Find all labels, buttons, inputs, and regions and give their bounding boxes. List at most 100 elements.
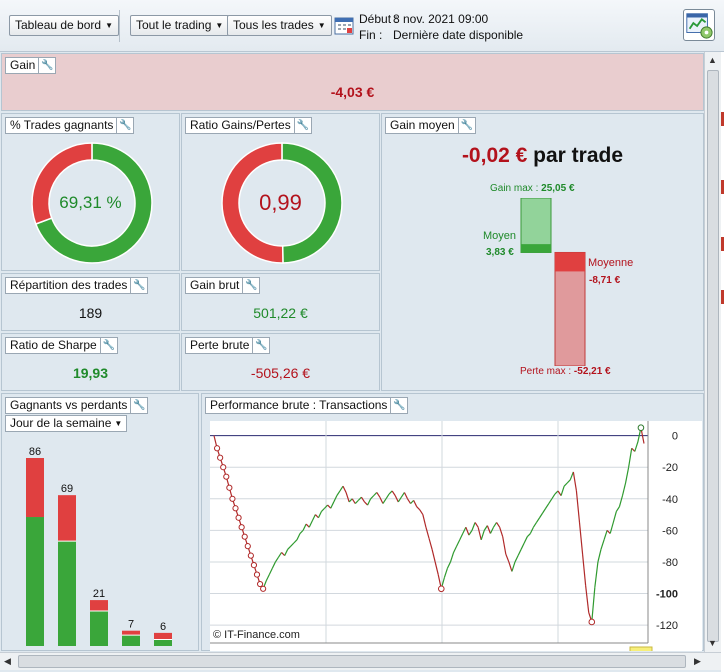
series-segment [290,542,295,547]
trade-distribution-title: Répartition des trades 🔧 [5,277,149,294]
max-gain-bar [520,198,552,253]
performance-title-text: Performance brute : Transactions [210,398,388,412]
trading-filter-dropdown[interactable]: Tout le trading ▼ [130,15,230,36]
series-segment [560,485,565,496]
loss-bar [26,458,44,518]
average-gain-headline: -0,02 € par trade [382,144,703,168]
win-rate-panel: % Trades gagnants 🔧 69,31 % [1,113,180,271]
calendar-icon[interactable] [334,15,354,35]
vertical-scroll-thumb[interactable] [707,70,719,642]
bar-total-label: 6 [160,621,166,633]
win-bar [122,635,140,646]
series-segment [545,503,550,509]
horizontal-scrollbar[interactable]: ◀ ▶ [0,652,721,670]
wrench-icon[interactable]: 🔧 [293,117,311,134]
average-gain-title: Gain moyen 🔧 [385,117,476,134]
series-segment [634,441,639,452]
wrench-icon[interactable]: 🔧 [116,117,133,134]
series-segment [621,482,627,496]
trades-filter-label: Tous les trades [233,18,314,32]
win-bar [90,611,108,646]
gross-gain-value: 501,22 € [253,305,308,321]
series-segment [591,587,596,623]
loss-bar [122,630,140,636]
vertical-scrollbar[interactable]: ▲ ▼ [704,52,721,652]
gain-loss-ratio-value: 0,99 [259,190,302,215]
gain-title-text: Gain [10,58,36,72]
wrench-icon[interactable]: 🔧 [99,337,117,354]
series-segment [578,522,584,555]
win-rate-value: 69,31 % [59,193,122,212]
weekday-dropdown[interactable]: Jour de la semaine ▼ [5,415,128,432]
series-segment [296,533,301,541]
gross-loss-panel: Perte brute 🔧 -505,26 € [181,333,380,391]
series-segment [277,552,283,558]
adjacent-window-edge [721,52,724,672]
peak-marker [637,424,645,432]
start-date-value: 8 nov. 2021 09:00 [393,12,489,26]
series-segment [581,553,587,586]
series-segment [483,525,488,531]
drawdown-marker [437,585,445,593]
series-segment [354,499,359,504]
bar-total-label: 7 [128,619,134,631]
wrench-icon[interactable]: 🔧 [242,277,259,294]
series-segment [563,482,568,487]
wrench-icon[interactable]: 🔧 [252,337,269,354]
wrench-icon[interactable]: 🔧 [390,397,407,414]
trades-filter-dropdown[interactable]: Tous les trades ▼ [227,15,332,36]
wrench-icon[interactable]: 🔧 [130,277,147,294]
series-segment [431,549,436,563]
chevron-down-icon: ▼ [105,21,113,30]
series-segment [486,525,491,534]
series-segment [453,545,458,553]
drawdown-marker [229,495,236,502]
series-segment [523,536,528,544]
wrench-icon[interactable]: 🔧 [457,117,475,134]
dashboard-dropdown[interactable]: Tableau de bord ▼ [9,15,119,36]
series-segment [345,492,350,503]
wrench-icon[interactable]: 🔧 [38,57,55,74]
wrench-icon[interactable]: 🔧 [130,397,147,414]
horizontal-scroll-thumb[interactable] [18,655,686,668]
gross-gain-panel: Gain brut 🔧 501,22 € [181,273,380,331]
scroll-down-icon[interactable]: ▼ [708,638,717,648]
sharpe-ratio-title-text: Ratio de Sharpe [10,338,97,352]
scroll-marker [629,646,653,651]
dashboard-settings-icon[interactable] [683,9,715,41]
series-segment [373,492,378,497]
series-segment [526,533,531,538]
series-segment [385,493,390,500]
series-segment [532,522,538,528]
series-segment [508,561,513,572]
sharpe-ratio-panel: Ratio de Sharpe 🔧 19,93 [1,333,180,391]
edge-mark [721,180,724,194]
scroll-left-icon[interactable]: ◀ [4,656,11,666]
series-segment [271,561,276,569]
win-rate-title: % Trades gagnants 🔧 [5,117,135,134]
plot-background [210,421,702,651]
dashboard-dropdown-label: Tableau de bord [15,18,102,32]
series-segment [305,523,310,528]
series-segment [413,500,418,507]
performance-panel: Performance brute : Transactions 🔧 0 -20 -4… [201,393,704,651]
win-bar [26,517,44,646]
series-segment [416,506,421,511]
series-segment [339,485,344,492]
series-segment [302,523,307,531]
winners-losers-panel: Gagnants vs perdants 🔧 Jour de la semaine… [1,393,199,651]
scroll-right-icon[interactable]: ▶ [694,656,701,666]
average-gain-panel: Gain moyen 🔧 -0,02 € par trade Gain max :… [381,113,704,391]
loss-bar [58,495,76,542]
series-segment [449,552,455,563]
winners-losers-title-text: Gagnants vs perdants [10,398,128,412]
scroll-up-icon[interactable]: ▲ [708,55,717,65]
series-segment [465,526,470,536]
series-segment [624,467,630,484]
y-tick-label: -20 [662,462,678,474]
y-tick-label: -40 [662,494,678,506]
max-loss-label: Perte max : [520,366,572,377]
series-segment [514,555,519,563]
winners-losers-title: Gagnants vs perdants 🔧 [5,397,149,414]
series-segment [542,507,547,514]
